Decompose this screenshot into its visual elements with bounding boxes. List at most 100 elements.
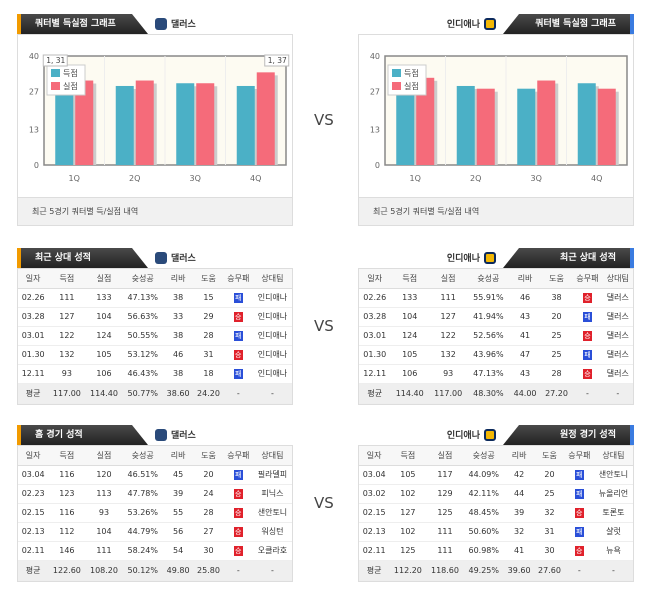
column-header: 리바 (509, 269, 541, 289)
bar-allowed (416, 77, 435, 165)
table-row: 01.30 132 105 53.12% 46 31 승 인디애나 (18, 345, 292, 365)
cell: 샌안토니 (252, 503, 292, 523)
cell: 02.11 (18, 541, 49, 561)
cell: 44.79% (122, 522, 163, 542)
cell: 53.26% (122, 503, 163, 523)
bar-allowed (476, 88, 495, 165)
cell: 27 (193, 522, 224, 542)
team-name: 댈러스 (171, 254, 196, 264)
avg-cell: 108.20 (85, 560, 123, 581)
cell: 120 (85, 465, 123, 485)
x-tick-label: 2Q (129, 174, 140, 183)
cell: 12.11 (18, 364, 49, 384)
cell: 02.26 (18, 288, 49, 308)
x-tick-label: 4Q (591, 174, 602, 183)
cell: 인디애나 (252, 326, 292, 346)
result-badge: 패 (582, 311, 592, 322)
cell: 55.91% (467, 288, 510, 308)
column-header: 도움 (193, 269, 224, 289)
table-row: 02.13 112 104 44.79% 56 27 승 워싱턴 (18, 522, 292, 542)
average-row: 평균 122.60 108.20 50.12% 49.80 25.80- - (18, 560, 292, 581)
cell: 47.78% (122, 484, 163, 504)
cell: 124 (85, 326, 123, 346)
bar-allowed (256, 72, 275, 165)
y-tick-label: 40 (29, 52, 39, 61)
value-tooltip (42, 54, 68, 67)
cell: 54 (162, 541, 194, 561)
cell: 111 (85, 541, 123, 561)
bar-allowed (196, 83, 215, 165)
cell: 133 (85, 288, 123, 308)
cell: 127 (48, 307, 86, 327)
cell: 02.15 (18, 503, 49, 523)
cell: 02.23 (18, 484, 49, 504)
table-row: 03.28 127 104 56.63% 33 29 승 인디애나 (18, 307, 292, 327)
cell: 38 (162, 288, 194, 308)
result-badge: 패 (574, 488, 584, 499)
cell: 42 (503, 465, 535, 485)
cell: 02.26 (359, 288, 391, 308)
cell: 116 (48, 503, 86, 523)
value-tooltip-text: 1, 31 (46, 56, 65, 65)
indiana-logo-icon (484, 251, 496, 264)
cell: 28 (540, 364, 573, 384)
cell: 112 (48, 522, 86, 542)
cell: 뉴올리언 (593, 484, 633, 504)
cell: 42.11% (463, 484, 504, 504)
avg-cell: 39.60 (503, 560, 535, 581)
team-name: 인디애나 (446, 254, 480, 264)
legend-swatch (392, 82, 401, 90)
avg-cell: 27.60 (534, 560, 565, 581)
bar-scored (396, 88, 415, 165)
cell: 20 (193, 465, 224, 485)
legend-swatch (51, 82, 60, 90)
avg-cell: - (252, 383, 292, 404)
cell: 106 (390, 364, 429, 384)
column-header: 슛성공 (463, 446, 504, 466)
legend-swatch (51, 69, 60, 77)
cell: 32 (534, 503, 565, 523)
result-badge: 패 (574, 469, 584, 480)
cell: 111 (426, 541, 464, 561)
avg-cell: 114.40 (85, 383, 123, 404)
cell: 124 (390, 326, 429, 346)
vs-label: VS (314, 111, 334, 129)
cell: 피닉스 (252, 484, 292, 504)
legend-label: 실점 (404, 81, 419, 91)
cell: 인디애나 (252, 345, 292, 365)
legend-swatch (392, 69, 401, 77)
indiana-logo-icon (484, 428, 496, 441)
cell: 133 (390, 288, 429, 308)
cell: 105 (389, 465, 427, 485)
cell: 105 (390, 345, 429, 365)
cell: 30 (534, 541, 565, 561)
avg-cell: 118.60 (426, 560, 464, 581)
cell: 31 (534, 522, 565, 542)
section-title: 최근 상대 성적 (17, 248, 148, 268)
cell: 댈러스 (602, 326, 633, 346)
result-badge: 승 (233, 545, 243, 556)
record-table: 일자 득점 실점 슛성공 리바 도움 승무패 상대팀 03.04 105 117 44.09% 42 20… (359, 446, 633, 581)
value-tooltip-text: 1, 37 (268, 56, 287, 65)
avg-cell: - (223, 383, 253, 404)
record-table: 일자 득점 실점 슛성공 리바 도움 승무패 상대팀 03.04 116 120 46.51% 45 20… (18, 446, 292, 581)
avg-cell: 평균 (18, 383, 49, 404)
cell: 43 (509, 364, 541, 384)
column-header: 승무패 (223, 269, 253, 289)
result-badge: 승 (233, 349, 243, 360)
result-badge: 승 (574, 545, 584, 556)
record-table: 일자 득점 실점 슛성공 리바 도움 승무패 상대팀 02.26 111 133 47.13% 38 15… (18, 269, 292, 404)
dallas-logo-icon (155, 17, 167, 30)
result-badge: 승 (233, 526, 243, 537)
table-row: 02.23 123 113 47.78% 39 24 승 피닉스 (18, 484, 292, 504)
column-header: 실점 (85, 269, 123, 289)
cell: 122 (428, 326, 468, 346)
table-row: 02.26 111 133 47.13% 38 15 패 인디애나 (18, 288, 292, 308)
indiana-logo-icon (484, 17, 496, 30)
avg-cell: 50.77% (122, 383, 163, 404)
column-header: 득점 (48, 269, 86, 289)
table-row: 03.28 104 127 41.94% 43 20 패 댈러스 (359, 307, 633, 327)
result-badge: 승 (574, 507, 584, 518)
column-header: 리바 (162, 269, 194, 289)
